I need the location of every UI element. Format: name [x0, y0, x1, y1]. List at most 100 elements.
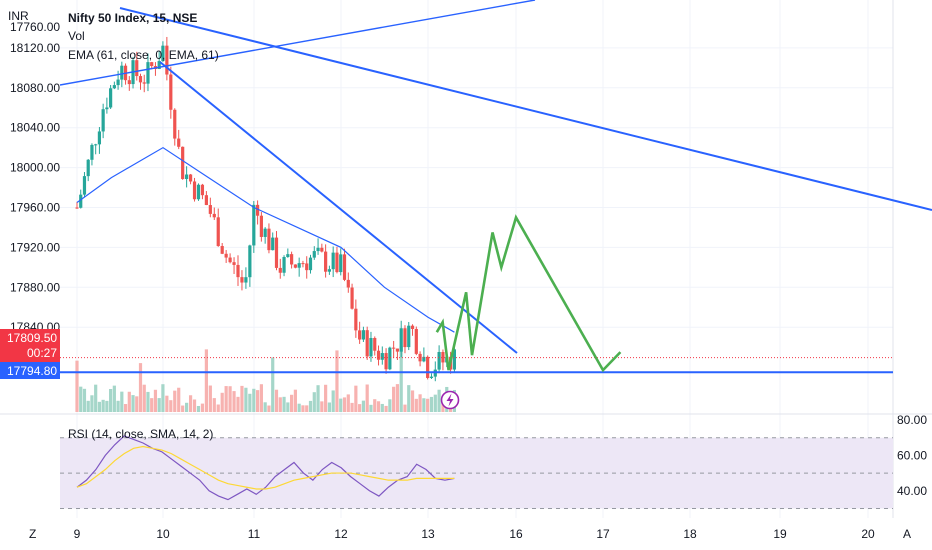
- candle-body[interactable]: [204, 195, 208, 206]
- candle-body[interactable]: [286, 254, 290, 258]
- candle-body[interactable]: [244, 277, 248, 283]
- candle-body[interactable]: [192, 181, 197, 200]
- candle-body[interactable]: [297, 263, 301, 268]
- candle-body[interactable]: [90, 144, 94, 160]
- candle-body[interactable]: [346, 279, 350, 288]
- vol-legend[interactable]: Vol: [68, 29, 85, 43]
- candle-body[interactable]: [112, 85, 116, 89]
- candle-body[interactable]: [429, 376, 434, 378]
- candle-body[interactable]: [422, 356, 426, 362]
- candle-body[interactable]: [146, 62, 150, 84]
- candle-body[interactable]: [384, 353, 388, 370]
- candle-body[interactable]: [185, 174, 189, 180]
- trendlines[interactable]: [59, 0, 932, 374]
- candle-body[interactable]: [441, 351, 445, 363]
- candle-body[interactable]: [376, 350, 381, 360]
- candle-body[interactable]: [320, 247, 324, 252]
- long-falling-trendline[interactable]: [119, 7, 932, 211]
- candle-body[interactable]: [403, 328, 407, 348]
- candle-body[interactable]: [437, 351, 441, 370]
- projection-path[interactable]: [435, 214, 622, 373]
- rsi-legend[interactable]: RSI (14, close, SMA, 14, 2): [68, 427, 213, 441]
- candle-body[interactable]: [181, 146, 185, 180]
- candle-body[interactable]: [388, 347, 392, 370]
- candle-body[interactable]: [116, 79, 120, 86]
- candle-body[interactable]: [324, 251, 328, 272]
- candlesticks[interactable]: [75, 36, 456, 382]
- candle-body[interactable]: [94, 144, 98, 146]
- candle-body[interactable]: [365, 330, 369, 357]
- symbol-title[interactable]: Nifty 50 Index, 15, NSE: [68, 11, 197, 25]
- candle-body[interactable]: [259, 215, 263, 237]
- candle-body[interactable]: [109, 88, 113, 108]
- candle-body[interactable]: [97, 131, 102, 145]
- candle-body[interactable]: [138, 76, 143, 83]
- candle-body[interactable]: [308, 257, 313, 271]
- candle-body[interactable]: [282, 257, 286, 273]
- candle-body[interactable]: [407, 325, 411, 348]
- candle-body[interactable]: [188, 174, 193, 182]
- candle-body[interactable]: [312, 251, 316, 258]
- candle-body[interactable]: [263, 228, 267, 237]
- candle-body[interactable]: [212, 213, 216, 218]
- candle-body[interactable]: [278, 267, 282, 273]
- candle-body[interactable]: [410, 325, 415, 329]
- candle-body[interactable]: [236, 264, 240, 278]
- candle-body[interactable]: [120, 65, 124, 80]
- candle-body[interactable]: [290, 254, 294, 265]
- candle-body[interactable]: [426, 356, 430, 378]
- candle-body[interactable]: [127, 80, 131, 85]
- candle-body[interactable]: [208, 205, 212, 214]
- candle-body[interactable]: [86, 159, 90, 177]
- candle-body[interactable]: [200, 184, 205, 196]
- candle-body[interactable]: [399, 328, 403, 352]
- candle-body[interactable]: [267, 228, 271, 251]
- candle-body[interactable]: [414, 328, 418, 354]
- candle-body[interactable]: [150, 62, 154, 67]
- candle-body[interactable]: [369, 338, 373, 357]
- candle-body[interactable]: [342, 254, 347, 280]
- candle-body[interactable]: [220, 246, 224, 254]
- candle-body[interactable]: [75, 207, 79, 209]
- candle-body[interactable]: [392, 347, 396, 349]
- candle-body[interactable]: [373, 338, 377, 351]
- candle-body[interactable]: [305, 263, 309, 271]
- candle-body[interactable]: [177, 138, 181, 147]
- candle-body[interactable]: [354, 308, 358, 331]
- candle-body[interactable]: [361, 330, 366, 340]
- candle-body[interactable]: [350, 287, 354, 309]
- candle-body[interactable]: [252, 204, 256, 246]
- candle-body[interactable]: [196, 184, 201, 200]
- auto-scale-button[interactable]: A: [903, 527, 911, 541]
- candle-body[interactable]: [316, 247, 320, 252]
- candle-body[interactable]: [157, 61, 161, 70]
- candle-body[interactable]: [142, 82, 146, 84]
- candle-body[interactable]: [161, 45, 165, 62]
- candle-body[interactable]: [82, 176, 87, 195]
- candle-body[interactable]: [228, 257, 232, 263]
- candle-body[interactable]: [301, 263, 305, 265]
- candle-body[interactable]: [271, 237, 275, 251]
- candle-body[interactable]: [101, 109, 105, 132]
- candle-body[interactable]: [105, 107, 109, 110]
- candle-body[interactable]: [331, 252, 335, 270]
- candle-body[interactable]: [169, 74, 173, 110]
- lightning-bolt-icon[interactable]: [440, 390, 460, 410]
- candle-body[interactable]: [293, 264, 297, 268]
- candle-body[interactable]: [274, 237, 279, 268]
- candle-body[interactable]: [224, 253, 228, 258]
- rising-trendline[interactable]: [59, 0, 536, 86]
- candle-body[interactable]: [165, 45, 169, 75]
- candle-body[interactable]: [79, 194, 83, 208]
- falling-trendline[interactable]: [159, 61, 518, 354]
- candle-body[interactable]: [327, 269, 331, 272]
- candle-body[interactable]: [335, 252, 339, 273]
- timezone-button[interactable]: Z: [29, 527, 36, 541]
- ema-legend[interactable]: EMA (61, close, 0, EMA, 61): [68, 48, 219, 62]
- candle-body[interactable]: [452, 349, 456, 370]
- projection-zigzag[interactable]: [435, 214, 622, 373]
- candle-body[interactable]: [248, 245, 252, 278]
- candle-body[interactable]: [395, 348, 400, 352]
- candle-body[interactable]: [358, 330, 362, 340]
